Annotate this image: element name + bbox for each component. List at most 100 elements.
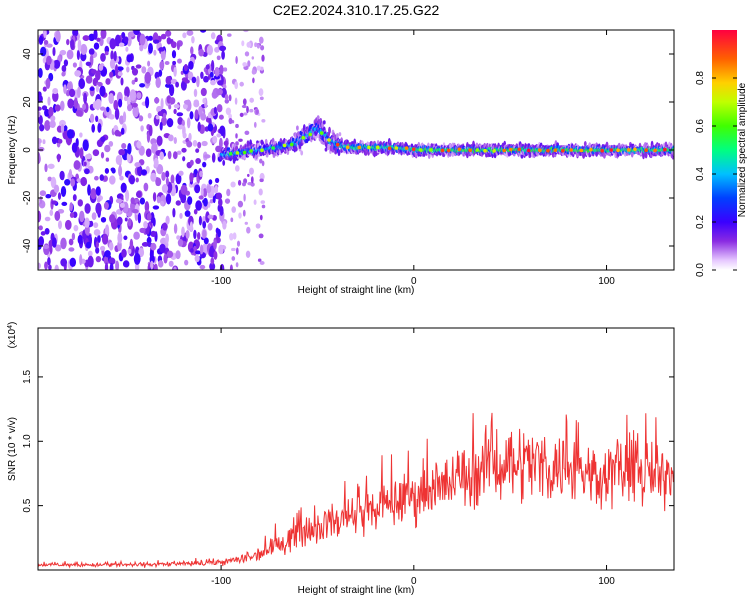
heatmap-cell: [301, 135, 306, 140]
heatmap-cell: [162, 222, 168, 231]
heatmap-cell: [327, 138, 331, 142]
heatmap-cell: [184, 259, 189, 266]
y-multiplier-exponent: 4: [7, 325, 14, 329]
heatmap-cell: [75, 109, 83, 117]
heatmap-cell: [251, 69, 256, 75]
heatmap-cell: [517, 147, 522, 152]
heatmap-cell: [158, 47, 165, 52]
heatmap-cell: [95, 186, 101, 196]
heatmap-cell: [44, 216, 51, 222]
heatmap-cell: [616, 148, 620, 153]
heatmap-cell: [131, 79, 136, 85]
heatmap-cell: [221, 50, 225, 60]
heatmap-cell: [116, 66, 124, 71]
heatmap-cell: [225, 107, 232, 116]
heatmap-cell: [483, 148, 487, 153]
heatmap-cell: [79, 147, 84, 160]
heatmap-cell: [161, 184, 169, 193]
heatmap-cell: [327, 143, 330, 151]
heatmap-cell: [99, 85, 106, 97]
heatmap-cell: [117, 71, 123, 77]
heatmap-cell: [53, 59, 61, 69]
heatmap-cell: [216, 88, 223, 96]
heatmap-cell: [583, 141, 587, 147]
heatmap-cell: [136, 140, 142, 149]
heatmap-cell: [387, 146, 392, 150]
heatmap-cell: [105, 224, 110, 237]
heatmap-cell: [319, 131, 324, 135]
heatmap-cell: [195, 250, 201, 255]
heatmap-cell: [52, 88, 59, 95]
heatmap-cell: [261, 118, 266, 123]
heatmap-cell: [189, 111, 194, 120]
heatmap-cell: [96, 98, 102, 109]
spectrogram-panel: -100 0 100 -40 -20 0 20 40 Height of straight …: [7, 29, 675, 296]
heatmap-cell: [169, 97, 176, 105]
heatmap-cell: [173, 266, 177, 270]
colorbar: 0.0 0.2 0.4 0.6 0.8 Normalized spectral ampl…: [695, 30, 748, 277]
heatmap-cell: [60, 237, 67, 250]
heatmap-cell: [181, 147, 187, 153]
heatmap-cell: [109, 71, 114, 78]
heatmap-cell: [104, 45, 110, 54]
heatmap-cell: [663, 147, 667, 152]
heatmap-cell: [457, 147, 462, 152]
heatmap-cell: [55, 244, 62, 252]
heatmap-cell: [42, 139, 46, 145]
heatmap-cell: [80, 43, 88, 55]
x-tick-label: -100: [211, 576, 231, 587]
heatmap-cell: [92, 101, 98, 110]
heatmap-cell: [73, 160, 81, 170]
heatmap-cell: [203, 154, 211, 159]
x-tick-label: 0: [411, 576, 417, 587]
heatmap-cell: [124, 217, 128, 222]
heatmap-cell: [39, 196, 43, 204]
heatmap-cell: [127, 217, 132, 227]
heatmap-cell: [57, 153, 61, 163]
heatmap-cell: [258, 233, 264, 239]
heatmap-cell: [83, 92, 88, 104]
heatmap-cell: [249, 167, 254, 175]
heatmap-cell: [198, 195, 204, 200]
heatmap-cell: [55, 30, 61, 43]
heatmap-cell: [209, 199, 214, 204]
heatmap-cell: [95, 202, 102, 215]
heatmap-cell: [94, 175, 99, 181]
bottom-x-ticks: -100 0 100: [211, 328, 615, 587]
heatmap-cell: [200, 113, 207, 121]
heatmap-cell: [175, 250, 181, 260]
heatmap-cell: [197, 121, 201, 132]
heatmap-cell: [100, 136, 106, 143]
heatmap-cell: [115, 154, 123, 166]
heatmap-cell: [83, 161, 87, 167]
heatmap-cell: [59, 49, 67, 56]
heatmap-cell: [41, 105, 48, 111]
heatmap-cell: [84, 225, 90, 236]
heatmap-cell: [259, 158, 263, 164]
heatmap-cell: [66, 38, 70, 46]
heatmap-cell: [40, 46, 47, 57]
heatmap-cell: [68, 247, 75, 252]
heatmap-cell: [202, 229, 207, 239]
heatmap-cell: [85, 153, 92, 160]
heatmap-cell: [85, 75, 93, 84]
heatmap-cell: [177, 124, 184, 130]
heatmap-cell: [228, 113, 232, 120]
heatmap-cell: [133, 252, 141, 265]
heatmap-cell: [50, 115, 56, 122]
heatmap-cell: [73, 97, 78, 109]
heatmap-cell: [186, 140, 193, 148]
heatmap-cell: [249, 108, 254, 113]
heatmap-cell: [173, 103, 180, 109]
colorbar-tick-label: 0.8: [695, 71, 706, 85]
heatmap-cell: [219, 263, 225, 270]
heatmap-cell: [206, 44, 214, 56]
heatmap-cell: [139, 227, 146, 234]
heatmap-cell: [196, 75, 200, 88]
heatmap-cell: [123, 95, 128, 102]
heatmap-cell: [194, 255, 200, 263]
heatmap-cell: [411, 147, 416, 152]
heatmap-cell: [42, 244, 50, 249]
heatmap-cell: [193, 229, 197, 240]
heatmap-cell: [213, 106, 217, 115]
